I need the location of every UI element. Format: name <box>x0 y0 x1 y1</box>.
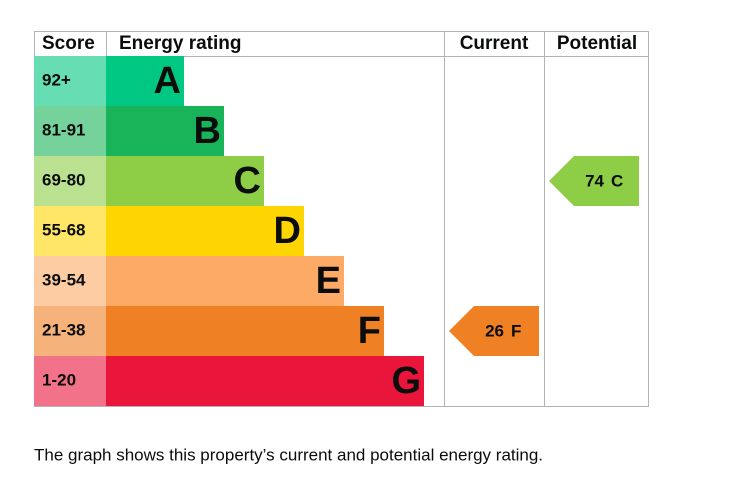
rating-bar <box>106 356 424 406</box>
score-cell-tint <box>34 356 106 406</box>
current-arrow <box>449 306 539 356</box>
score-cell-tint <box>34 206 106 256</box>
score-range: 21-38 <box>42 320 85 339</box>
score-cell <box>34 306 106 356</box>
score-range: 92+ <box>42 70 71 89</box>
rating-letter: G <box>391 360 421 402</box>
rating-letter: C <box>234 160 261 202</box>
rating-letter: B <box>194 110 221 152</box>
potential-rating: C <box>611 171 623 190</box>
score-cell-tint <box>34 56 106 106</box>
rating-letter: D <box>274 210 301 252</box>
score-cell <box>34 356 106 406</box>
header-score: Score <box>42 33 95 54</box>
potential-score: 74 <box>585 171 604 190</box>
score-cell-tint <box>34 256 106 306</box>
header-potential: Potential <box>557 33 637 54</box>
rating-letter: F <box>358 310 381 352</box>
rating-letter: A <box>154 60 181 102</box>
rating-bar <box>106 156 264 206</box>
score-cell-tint <box>34 106 106 156</box>
header-energy-rating: Energy rating <box>119 33 241 54</box>
score-cell <box>34 106 106 156</box>
rating-bar <box>106 56 184 106</box>
rating-bar <box>106 306 384 356</box>
score-cell <box>34 206 106 256</box>
current-rating: F <box>511 321 521 340</box>
score-range: 81-91 <box>42 120 85 139</box>
score-range: 39-54 <box>42 270 86 289</box>
score-range: 69-80 <box>42 170 85 189</box>
current-score: 26 <box>485 321 504 340</box>
rating-letter: E <box>316 260 341 302</box>
rating-bar <box>106 106 224 156</box>
score-cell-tint <box>34 156 106 206</box>
rating-bar <box>106 256 344 306</box>
score-cell <box>34 56 106 106</box>
score-cell-tint <box>34 306 106 356</box>
score-cell <box>34 256 106 306</box>
header-current: Current <box>460 33 529 54</box>
score-range: 1-20 <box>42 370 76 389</box>
rating-bar <box>106 206 304 256</box>
caption: The graph shows this property’s current … <box>34 445 543 464</box>
potential-arrow <box>549 156 639 206</box>
score-cell <box>34 156 106 206</box>
score-range: 55-68 <box>42 220 85 239</box>
